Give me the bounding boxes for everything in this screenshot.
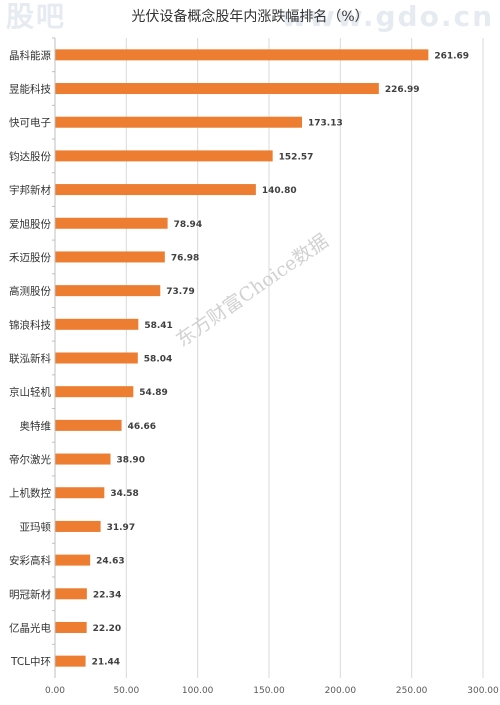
category-label: 高测股份 <box>9 285 51 298</box>
category-label: 上机数控 <box>9 487 51 500</box>
x-tick-label: 0.00 <box>45 686 65 696</box>
bar-1 <box>55 83 379 95</box>
category-label: 快可电子 <box>9 116 51 129</box>
x-tick-label: 200.00 <box>325 686 357 696</box>
data-label: 226.99 <box>385 85 420 95</box>
data-label: 261.69 <box>434 51 469 61</box>
bar-15 <box>55 554 91 566</box>
data-label: 22.20 <box>93 624 121 634</box>
category-label: 爱旭股份 <box>9 217 51 230</box>
bar-6 <box>55 251 165 263</box>
data-label: 76.98 <box>171 253 199 263</box>
bar-10 <box>55 386 134 398</box>
data-label: 73.79 <box>166 287 194 297</box>
category-label: 奥特维 <box>20 419 52 432</box>
data-label: 46.66 <box>128 422 156 432</box>
data-label: 152.57 <box>279 152 314 162</box>
data-label: 54.89 <box>139 388 167 398</box>
category-label: 禾迈股份 <box>9 252 51 264</box>
data-label: 34.58 <box>110 489 138 499</box>
x-tick-label: 100.00 <box>182 686 214 696</box>
bar-18 <box>55 655 86 667</box>
chart-title: 光伏设备概念股年内涨跌幅排名（%） <box>131 9 369 25</box>
bar-13 <box>55 487 105 499</box>
bar-3 <box>55 150 273 162</box>
watermark-top-right: www.gdo.cn <box>281 0 494 33</box>
bar-0 <box>55 49 429 61</box>
category-label: 联泓新科 <box>9 352 51 365</box>
data-label: 78.94 <box>174 220 202 230</box>
category-label: 京山轻机 <box>9 386 51 399</box>
category-label: 宇邦新材 <box>9 184 51 197</box>
x-tick-label: 50.00 <box>113 686 139 696</box>
category-label: 亿晶光电 <box>9 621 51 634</box>
bar-7 <box>55 285 161 297</box>
category-label: 锦浪科技 <box>9 318 51 331</box>
bar-14 <box>55 520 101 532</box>
category-label: 亚玛顿 <box>20 520 52 533</box>
data-label: 140.80 <box>262 186 297 196</box>
x-tick-label: 150.00 <box>253 686 285 696</box>
data-label: 58.41 <box>144 321 172 331</box>
data-label: 173.13 <box>308 119 343 129</box>
bar-5 <box>55 217 168 229</box>
axis-layer: 0.00 50.00 100.00 150.00 200.00 250.00 300.00 <box>45 37 499 696</box>
category-label: 安彩高科 <box>9 554 51 567</box>
bar-9 <box>55 352 138 364</box>
data-label: 21.44 <box>92 658 120 668</box>
bar-17 <box>55 621 87 633</box>
bar-4 <box>55 184 256 196</box>
category-label: 明冠新材 <box>9 588 51 601</box>
data-label: 58.04 <box>144 355 172 365</box>
data-label: 22.34 <box>93 590 121 600</box>
data-label: 31.97 <box>107 523 135 533</box>
category-label: 昱能科技 <box>9 83 51 96</box>
watermark-top-left: 股吧 <box>6 0 67 33</box>
data-label: 38.90 <box>116 456 144 466</box>
bar-12 <box>55 453 111 465</box>
x-tick-label: 250.00 <box>396 686 428 696</box>
category-label: TCL中环 <box>10 655 51 668</box>
bars-layer <box>55 49 429 667</box>
x-tick-label: 300.00 <box>467 686 499 696</box>
category-label: 钧达股份 <box>9 151 51 163</box>
bar-11 <box>55 419 122 431</box>
watermark-top: 股吧 www.gdo.cn <box>0 0 500 34</box>
bar-8 <box>55 318 139 330</box>
bar-16 <box>55 588 87 600</box>
category-label: 晶科能源 <box>9 49 51 62</box>
data-label: 24.63 <box>96 557 124 567</box>
labels-layer: 261.69 晶科能源 226.99 昱能科技 173.13 快可电子 152.57 钧达股份… <box>9 49 469 668</box>
bar-2 <box>55 116 302 128</box>
category-label: 帝尔激光 <box>9 453 51 466</box>
